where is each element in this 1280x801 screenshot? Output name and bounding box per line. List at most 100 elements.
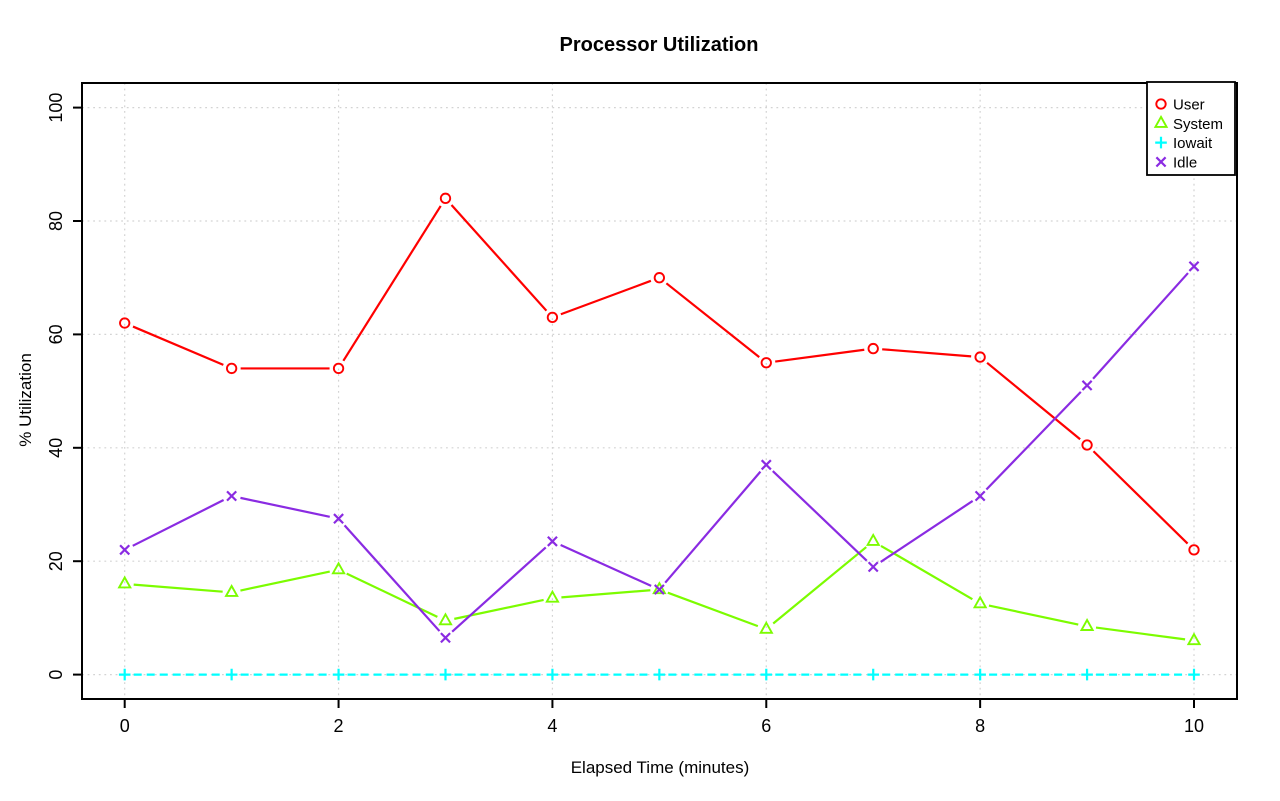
plus-marker-icon	[1155, 136, 1167, 149]
circle-marker-icon	[225, 362, 238, 375]
x-marker-icon	[333, 513, 344, 525]
circle-marker-icon	[1155, 98, 1167, 110]
triangle-marker-icon	[1079, 618, 1095, 631]
triangle-marker-icon	[438, 612, 453, 626]
series-segment	[986, 361, 1081, 441]
legend-item-label: Idle	[1173, 154, 1197, 171]
plus-marker-icon	[118, 668, 131, 681]
y-tick-label: 100	[46, 93, 66, 123]
series-segment	[561, 589, 651, 599]
series-segment	[988, 604, 1079, 626]
x-marker-icon	[1081, 380, 1093, 391]
x-tick-label: 4	[547, 716, 557, 736]
series-segment	[240, 496, 330, 518]
plot-border	[81, 82, 1238, 700]
circle-marker-icon	[439, 192, 452, 204]
y-tick-label: 40	[46, 438, 66, 458]
plus-marker-icon	[974, 668, 986, 681]
circle-marker-icon	[1081, 439, 1093, 451]
grid-layer	[82, 83, 1237, 699]
series-segment	[560, 279, 652, 316]
triangle-marker-icon	[1186, 632, 1202, 646]
circle-marker-icon	[760, 357, 772, 369]
y-axis-label: % Utilization	[16, 353, 35, 447]
x-tick-label: 2	[334, 716, 344, 736]
y-tick-label: 20	[46, 551, 66, 571]
legend-item-label: System	[1173, 116, 1223, 133]
series-layer	[117, 192, 1202, 681]
series-segment	[343, 524, 441, 632]
series-segment	[451, 546, 547, 633]
triangle-marker-icon	[972, 595, 988, 609]
legend-box	[1146, 81, 1236, 176]
series-idle	[119, 260, 1200, 644]
series-segment	[133, 583, 223, 593]
series-segment	[667, 591, 759, 628]
series-segment	[1092, 272, 1189, 380]
plus-marker-icon	[653, 668, 666, 681]
circle-marker-icon	[332, 362, 345, 375]
series-segment	[132, 325, 224, 366]
series-segment	[772, 470, 868, 562]
series-segment	[985, 391, 1082, 491]
circle-marker-icon	[653, 272, 665, 284]
series-segment	[1092, 450, 1189, 545]
series-segment	[346, 572, 438, 618]
x-tick-label: 0	[120, 716, 130, 736]
x-marker-icon	[440, 632, 451, 644]
x-marker-icon	[653, 584, 665, 595]
series-segment	[342, 205, 442, 362]
series-segment	[880, 544, 973, 601]
plus-marker-icon	[225, 668, 238, 681]
triangle-marker-icon	[224, 584, 239, 597]
legend: User System Iowait Idle	[1146, 81, 1236, 176]
series-segment	[560, 544, 652, 587]
series-segment	[240, 570, 330, 592]
x-tick-label: 10	[1184, 716, 1204, 736]
legend-item-iowait: Iowait	[1155, 135, 1213, 152]
x-marker-icon	[226, 490, 238, 502]
circle-marker-icon	[546, 311, 559, 324]
legend-item-user: User	[1155, 97, 1205, 114]
x-marker-icon	[867, 561, 879, 573]
chart-title: Processor Utilization	[560, 34, 759, 56]
x-marker-icon	[1155, 156, 1167, 168]
triangle-marker-icon	[545, 589, 560, 603]
x-marker-icon	[547, 535, 558, 547]
plus-marker-icon	[1188, 668, 1200, 681]
series-segment	[882, 348, 972, 358]
plus-marker-icon	[332, 668, 345, 681]
legend-item-label: User	[1173, 97, 1205, 114]
series-segment	[132, 499, 225, 547]
series-segment	[775, 348, 865, 363]
plus-marker-icon	[760, 668, 773, 681]
x-tick-label: 8	[975, 716, 985, 736]
circle-marker-icon	[867, 342, 879, 355]
plus-marker-icon	[867, 668, 880, 681]
x-axis-label: Elapsed Time (minutes)	[571, 758, 750, 777]
x-marker-icon	[974, 490, 986, 502]
triangle-marker-icon	[759, 620, 774, 634]
y-tick-label: 80	[46, 211, 66, 231]
x-marker-icon	[119, 544, 131, 556]
x-tick-label: 6	[761, 716, 771, 736]
plus-marker-icon	[439, 668, 452, 681]
triangle-marker-icon	[331, 561, 346, 575]
series-segment	[880, 500, 974, 563]
plus-marker-icon	[546, 668, 559, 681]
triangle-marker-icon	[865, 533, 881, 546]
series-segment	[772, 546, 867, 625]
legend-item-idle: Idle	[1155, 154, 1197, 171]
x-marker-icon	[1188, 260, 1200, 272]
series-segment	[454, 598, 544, 620]
y-tick-label: 60	[46, 324, 66, 344]
x-marker-icon	[760, 459, 772, 471]
legend-item-label: Iowait	[1173, 135, 1213, 152]
series-segment	[665, 282, 760, 359]
triangle-marker-icon	[1153, 114, 1169, 128]
y-tick-label: 0	[46, 670, 66, 680]
circle-marker-icon	[1188, 544, 1200, 556]
